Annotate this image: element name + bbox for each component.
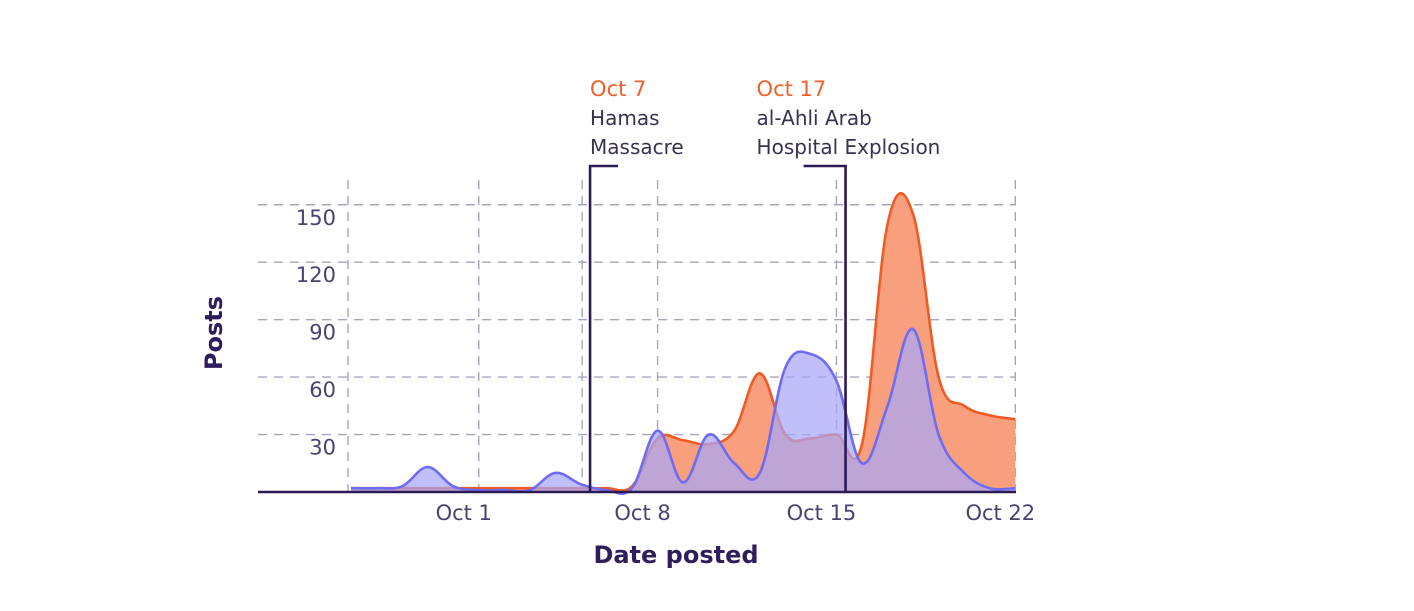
annotation-text: al-Ahli Arab [757, 106, 872, 130]
series-area-2 [351, 328, 1016, 494]
y-tick-label: 60 [309, 378, 336, 402]
annotation-text: Massacre [590, 135, 684, 159]
y-tick-label: 150 [296, 206, 336, 230]
event-annotations: Oct 7 Hamas Massacre Oct 17 al-Ahli Arab Hosp… [588, 77, 941, 492]
x-axis-title: Date posted [593, 541, 758, 569]
annotation-text: Hospital Explosion [757, 135, 941, 159]
annotation-1: Oct 7 Hamas Massacre [588, 77, 684, 492]
annotation-date: Oct 7 [590, 77, 646, 101]
x-tick-label: Oct 22 [965, 501, 1035, 525]
annotation-text: Hamas [590, 106, 659, 130]
annotation-2: Oct 17 al-Ahli Arab Hospital Explosion [757, 77, 941, 492]
x-tick-label: Oct 15 [787, 501, 857, 525]
y-tick-label: 120 [296, 263, 336, 287]
y-tick-labels: 30 60 90 120 150 [296, 206, 336, 460]
y-axis-title: Posts [200, 296, 228, 370]
annotation-bracket [803, 164, 847, 492]
x-tick-labels: Oct 1 Oct 8 Oct 15 Oct 22 [436, 501, 1036, 525]
series-line-2 [350, 327, 1016, 495]
x-tick-label: Oct 8 [614, 501, 670, 525]
annotation-date: Oct 17 [757, 77, 827, 101]
y-tick-label: 90 [309, 321, 336, 345]
annotation-bracket [588, 164, 619, 492]
series-areas [350, 192, 1016, 495]
x-tick-label: Oct 1 [436, 501, 492, 525]
y-tick-label: 30 [309, 436, 336, 460]
